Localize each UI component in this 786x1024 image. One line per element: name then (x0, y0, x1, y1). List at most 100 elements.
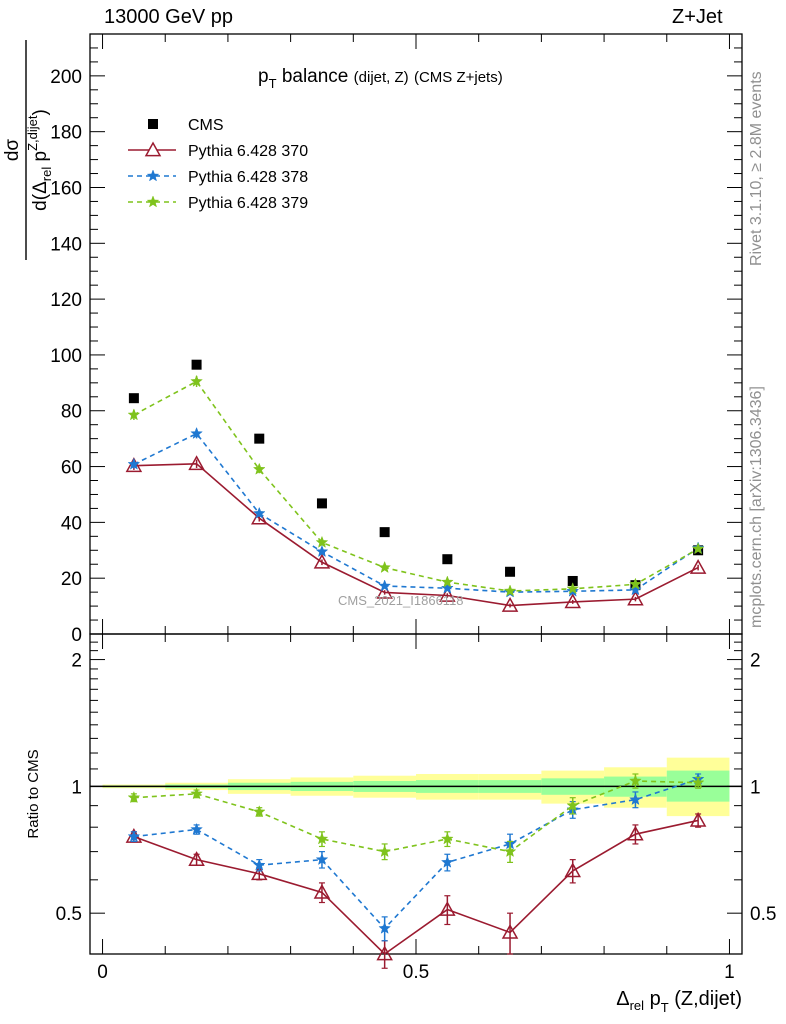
y-tick-label: 140 (50, 234, 82, 255)
ratio-point (127, 829, 141, 843)
x-axis-label: Δrel pT (Z,dijet) (616, 988, 742, 1015)
series-line (133, 432, 699, 593)
ratio-point (188, 851, 205, 866)
legend-marker (146, 195, 160, 208)
ylabel-denominator: d(Δrel pZ,dijet) (25, 109, 54, 211)
ratio-series-379 (127, 773, 705, 863)
ratio-y-label: Ratio to CMS (25, 749, 42, 838)
ylabel-numerator: dσ (2, 139, 23, 162)
data-point (379, 527, 390, 538)
ratio-line (133, 778, 699, 930)
ratio-point (440, 855, 454, 868)
y-tick-label: 120 (50, 290, 82, 311)
x-ticks: 0 0.5 1 (97, 34, 735, 983)
series-line (133, 462, 699, 607)
data-point (376, 583, 393, 599)
ratio-point (127, 790, 141, 804)
series-370 (125, 455, 707, 612)
y-tick-label: 180 (50, 123, 82, 144)
ratio-point (315, 852, 329, 866)
x-tick-label: 1 (724, 962, 735, 983)
y-tick-label: 100 (50, 346, 82, 367)
ratio-point (439, 901, 456, 916)
data-point (313, 553, 331, 569)
legend-label: Pythia 6.428 379 (188, 195, 308, 212)
data-point (689, 559, 707, 574)
data-point (629, 583, 642, 596)
legend: CMS Pythia 6.428 370 Pythia 6.428 378 Pythi… (128, 117, 308, 212)
ratio-tick-label-right: 1 (750, 777, 761, 798)
ratio-point (376, 945, 393, 961)
title-tail: (CMS Z+jets) (414, 69, 503, 86)
data-point (503, 584, 517, 597)
data-point (190, 426, 203, 440)
title-sub: T (269, 76, 277, 91)
y-tick-label: 60 (61, 458, 82, 479)
data-point (629, 577, 642, 590)
ratio-point (315, 832, 329, 845)
series-line (133, 380, 699, 592)
series-378 (127, 426, 705, 598)
data-point (440, 575, 454, 588)
data-point (252, 506, 266, 519)
ratio-y-ticks: 0.5 0.5 1 1 2 2 (56, 641, 776, 925)
legend-entry: Pythia 6.428 370 (128, 141, 308, 160)
data-point (567, 575, 578, 586)
series-cms (128, 359, 704, 591)
legend-marker (146, 169, 160, 182)
ratio-point (629, 774, 642, 787)
data-point (127, 457, 141, 470)
main-y-ticks: 0 20 40 60 80 100 120 140 160 180 200 (50, 47, 742, 646)
data-point (316, 498, 327, 509)
ratio-tick-label-left: 1 (71, 777, 82, 798)
header-left: 13000 GeV pp (104, 6, 233, 28)
ratio-point (629, 792, 642, 806)
ratio-point (627, 825, 644, 841)
data-point (691, 542, 705, 555)
data-point (315, 535, 329, 548)
ratio-point (691, 776, 705, 789)
data-point (440, 581, 454, 594)
legend-marker (148, 119, 158, 129)
ratio-point (190, 787, 203, 800)
legend-label: Pythia 6.428 370 (188, 143, 308, 160)
ratio-point (378, 921, 392, 934)
ratio-series (125, 772, 707, 969)
ratio-tick-label-left: 0.5 (56, 904, 82, 925)
ratio-tick-label-right: 0.5 (750, 904, 776, 925)
data-point (501, 596, 519, 612)
ratio-point (250, 865, 268, 881)
y-tick-label: 160 (50, 178, 82, 199)
main-series (125, 359, 707, 612)
ratio-point (252, 805, 266, 818)
data-point (128, 393, 139, 404)
y-tick-label: 80 (61, 402, 82, 423)
y-tick-label: 40 (61, 513, 82, 534)
series-379 (127, 374, 705, 597)
data-point (315, 544, 329, 558)
data-point (378, 579, 392, 592)
legend-label: Pythia 6.428 378 (188, 169, 308, 186)
main-y-label: dσ d(Δrel pZ,dijet) (2, 40, 54, 260)
title-word: balance (282, 66, 349, 87)
data-point (125, 457, 143, 473)
data-point (442, 554, 453, 565)
ratio-line (133, 819, 699, 956)
svg-text:pT balance (dijet, Z) (CMS Z+j: pT balance (dijet, Z) (CMS Z+jets) (258, 66, 503, 91)
data-point (254, 433, 265, 444)
data-point (505, 566, 516, 577)
data-point (627, 590, 644, 606)
legend-entry: Pythia 6.428 378 (128, 169, 308, 186)
title-small: (dijet, Z) (354, 69, 409, 86)
ratio-tick-label-left: 2 (71, 651, 82, 672)
legend-entry: CMS (148, 117, 224, 134)
header-right: Z+Jet (672, 6, 723, 28)
plot-title: pT balance (dijet, Z) (CMS Z+jets) (258, 66, 503, 91)
ratio-point (501, 923, 519, 939)
legend-entry: Pythia 6.428 379 (128, 195, 308, 212)
ratio-point (689, 811, 707, 827)
data-point (190, 374, 203, 387)
ratio-point (313, 883, 331, 899)
data-point (564, 593, 582, 609)
